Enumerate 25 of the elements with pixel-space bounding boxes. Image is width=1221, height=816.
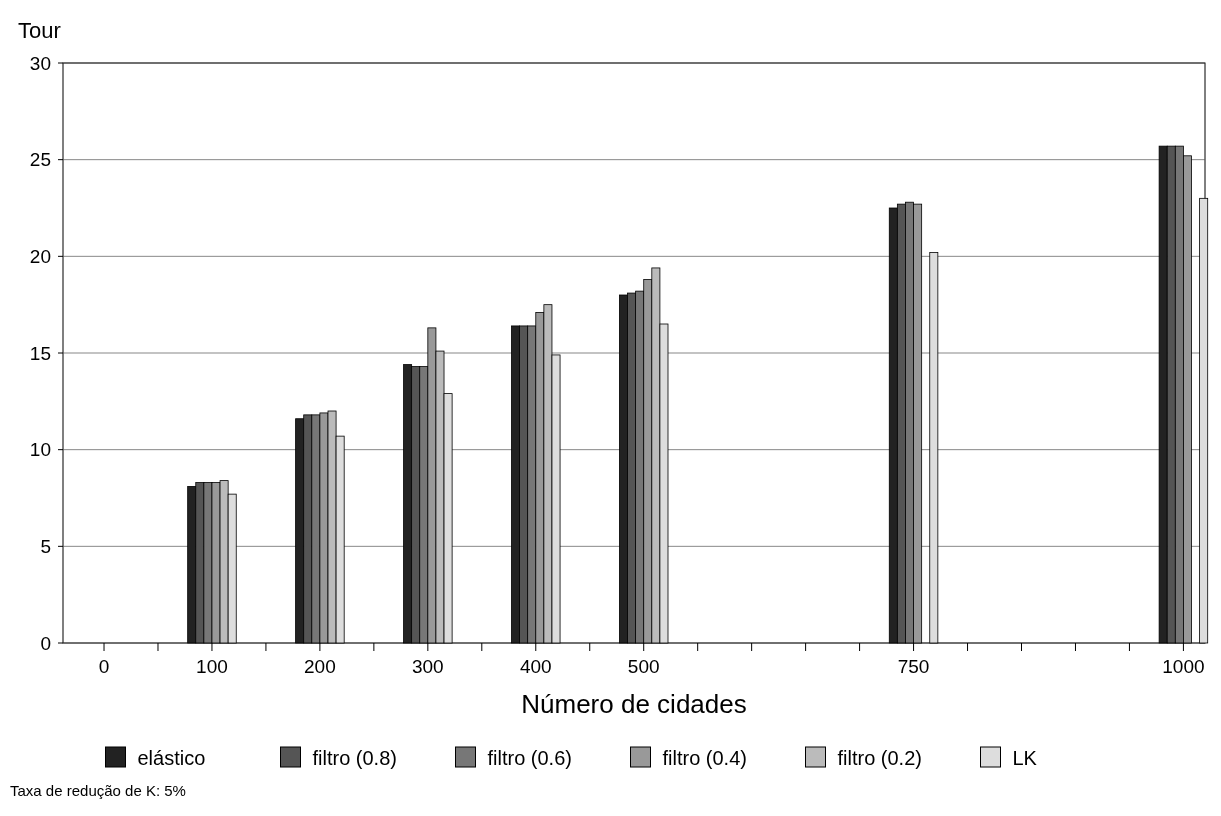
x-tick-label: 300	[411, 656, 444, 677]
x-tick-label: 1000	[1162, 656, 1205, 677]
y-tick-label: 20	[29, 245, 51, 267]
y-tick-label: 10	[29, 439, 51, 461]
y-tick-label: 0	[40, 632, 51, 654]
x-tick-label: 750	[897, 656, 930, 677]
x-tick-label: 500	[627, 656, 660, 677]
legend-label: filtro (0.2)	[837, 747, 922, 769]
bar	[929, 252, 939, 644]
x-tick-label: 100	[196, 656, 228, 677]
legend-label: LK	[1012, 747, 1038, 769]
legend-label: filtro (0.8)	[312, 747, 397, 769]
y-tick-label: 25	[29, 149, 51, 171]
x-tick-label: 400	[519, 656, 552, 677]
y-axis-title: Tour	[18, 18, 61, 43]
x-tick-label: 0	[98, 656, 110, 677]
text: Taxa de redução de K: 5%	[10, 782, 186, 799]
legend-label: elástico	[137, 747, 206, 769]
legend-label: filtro (0.6)	[487, 747, 572, 769]
x-axis-title: Número de cidades	[521, 689, 747, 719]
legend-label: filtro (0.4)	[662, 747, 747, 769]
y-tick-label: 5	[40, 535, 51, 557]
y-tick-label: 15	[29, 342, 51, 364]
y-tick-label: 30	[29, 52, 51, 74]
x-tick-label: 200	[304, 656, 336, 677]
